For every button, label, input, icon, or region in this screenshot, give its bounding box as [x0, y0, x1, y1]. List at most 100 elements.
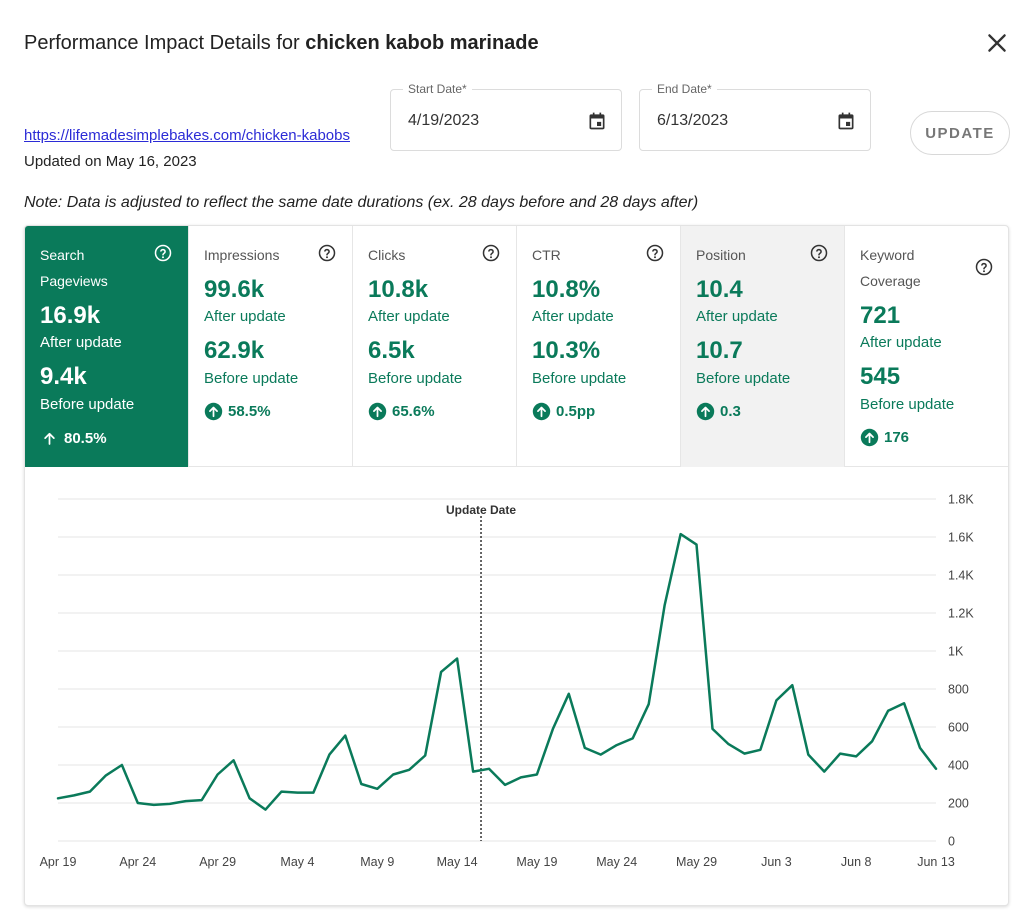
- help-icon[interactable]: [975, 258, 993, 276]
- data-point: [327, 753, 331, 757]
- metric-delta-value: 0.3: [720, 403, 741, 420]
- y-tick-label: 400: [948, 759, 969, 773]
- data-point: [599, 753, 603, 757]
- x-tick-label: Jun 8: [841, 855, 872, 869]
- data-point: [567, 692, 571, 696]
- data-point: [774, 698, 778, 702]
- metric-delta: 65.6%: [368, 402, 435, 421]
- y-tick-label: 800: [948, 683, 969, 697]
- data-point: [295, 791, 299, 795]
- y-tick-label: 1.2K: [948, 607, 974, 621]
- data-point: [232, 758, 236, 762]
- metric-before-label: Before update: [860, 396, 955, 413]
- help-icon[interactable]: [810, 244, 828, 262]
- data-point: [870, 739, 874, 743]
- metric-after-value: 10.8%: [532, 276, 601, 303]
- data-point: [902, 701, 906, 705]
- data-point: [423, 754, 427, 758]
- metric-after-value: 99.6k: [204, 276, 265, 303]
- metric-title: Impressions: [204, 247, 280, 263]
- metric-keyword-coverage[interactable]: Keyword Coverage 721 After update 545 Be…: [845, 226, 1008, 467]
- data-point: [679, 532, 683, 536]
- data-point: [758, 748, 762, 752]
- update-button[interactable]: UPDATE: [910, 111, 1010, 155]
- data-point: [104, 773, 108, 777]
- x-tick-label: May 4: [280, 855, 314, 869]
- data-point: [152, 803, 156, 807]
- data-point: [854, 754, 858, 758]
- updated-date: Updated on May 16, 2023: [24, 153, 197, 170]
- data-point: [375, 787, 379, 791]
- metric-impressions[interactable]: Impressions 99.6k After update 62.9k Bef…: [189, 226, 353, 467]
- start-date-value[interactable]: 4/19/2023: [408, 112, 480, 129]
- end-date-field[interactable]: End Date* 6/13/2023: [639, 82, 871, 151]
- metric-delta-value: 58.5%: [228, 403, 271, 420]
- data-point: [72, 793, 76, 797]
- metric-search-pageviews[interactable]: Search Pageviews 16.9k After update 9.4k…: [25, 226, 189, 467]
- x-tick-label: May 24: [596, 855, 637, 869]
- data-point: [168, 802, 172, 806]
- metric-title: Search Pageviews: [40, 247, 108, 289]
- data-point: [519, 775, 523, 779]
- metric-clicks[interactable]: Clicks 10.8k After update 6.5k Before up…: [353, 226, 517, 467]
- data-point: [120, 763, 124, 767]
- data-point: [822, 770, 826, 774]
- y-tick-label: 1.4K: [948, 569, 974, 583]
- data-point: [742, 752, 746, 756]
- data-point: [647, 702, 651, 706]
- data-point: [136, 801, 140, 805]
- metric-delta: 58.5%: [204, 402, 271, 421]
- help-icon[interactable]: [646, 244, 664, 262]
- data-point: [88, 790, 92, 794]
- calendar-icon[interactable]: [836, 111, 856, 131]
- data-point: [455, 657, 459, 661]
- end-date-label: End Date*: [652, 82, 717, 96]
- data-point: [471, 770, 475, 774]
- metric-after-value: 16.9k: [40, 302, 101, 329]
- data-point: [407, 768, 411, 772]
- metric-after-label: After update: [204, 308, 286, 325]
- start-date-field[interactable]: Start Date* 4/19/2023: [390, 82, 622, 151]
- data-point: [311, 791, 315, 795]
- metric-delta: 176: [860, 428, 909, 447]
- x-tick-label: May 19: [516, 855, 557, 869]
- x-tick-label: Apr 29: [199, 855, 236, 869]
- help-icon[interactable]: [318, 244, 336, 262]
- metric-before-value: 6.5k: [368, 337, 415, 364]
- x-tick-label: Jun 3: [761, 855, 792, 869]
- calendar-icon[interactable]: [587, 111, 607, 131]
- close-icon[interactable]: [984, 30, 1010, 56]
- update-date-label: Update Date: [446, 503, 516, 517]
- metric-position[interactable]: Position 10.4 After update 10.7 Before u…: [681, 226, 845, 467]
- metric-before-value: 62.9k: [204, 337, 265, 364]
- pageviews-line-chart: 0 200 400 600 800 1K 1.2K 1.4K 1.6K 1.8K Apr 19 Apr…: [40, 493, 975, 870]
- data-point: [264, 808, 268, 812]
- metric-title: Keyword Coverage: [860, 247, 921, 289]
- data-point: [535, 773, 539, 777]
- x-tick-label: Jun 13: [917, 855, 955, 869]
- data-point: [695, 543, 699, 547]
- data-point: [200, 798, 204, 802]
- data-point: [359, 782, 363, 786]
- end-date-value[interactable]: 6/13/2023: [657, 112, 729, 129]
- data-point: [918, 746, 922, 750]
- metric-before-label: Before update: [40, 396, 135, 413]
- help-icon[interactable]: [154, 244, 172, 262]
- metric-after-value: 10.4: [696, 276, 743, 303]
- metric-after-label: After update: [368, 308, 450, 325]
- metric-after-value: 10.8k: [368, 276, 429, 303]
- dialog-title: Performance Impact Details for chicken k…: [24, 32, 539, 54]
- metric-after-label: After update: [40, 334, 122, 351]
- metric-ctr[interactable]: CTR 10.8% After update 10.3% Before upda…: [517, 226, 681, 467]
- data-point: [726, 742, 730, 746]
- data-point: [439, 670, 443, 674]
- metric-before-label: Before update: [368, 370, 463, 387]
- help-icon[interactable]: [482, 244, 500, 262]
- metric-before-value: 545: [860, 363, 901, 390]
- series-line: [56, 532, 938, 811]
- page-url-link[interactable]: https://lifemadesimplebakes.com/chicken-…: [24, 127, 350, 144]
- x-tick-label: May 14: [437, 855, 478, 869]
- data-point: [663, 603, 667, 607]
- data-point: [934, 767, 938, 771]
- y-tick-label: 1.8K: [948, 493, 974, 507]
